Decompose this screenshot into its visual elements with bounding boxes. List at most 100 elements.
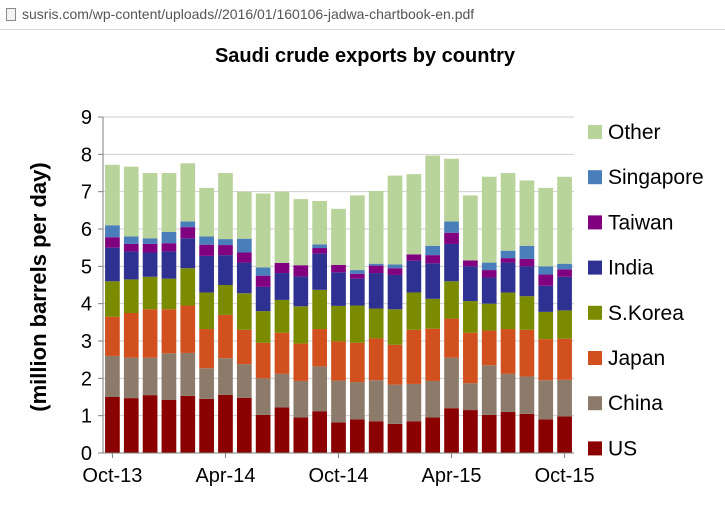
bar-segment-china (387, 384, 403, 424)
bar-segment-japan (368, 338, 384, 381)
bar-segment-us (444, 408, 459, 453)
bar-segment-us (312, 411, 328, 453)
bar-segment-other (142, 173, 158, 239)
bar-segment-s-korea (349, 305, 365, 343)
bar-stack-Nov-14 (349, 195, 365, 453)
bar-segment-taiwan (557, 269, 572, 277)
bar-segment-china (218, 358, 233, 395)
bar-segment-india (444, 243, 459, 282)
bar-segment-other (349, 195, 365, 271)
bar-segment-india (312, 253, 328, 290)
bar-segment-other (236, 191, 252, 239)
bar-segment-taiwan (312, 248, 328, 254)
chart-area: Saudi crude exports by country (million … (0, 31, 725, 504)
bar-stack-May-14 (236, 191, 252, 453)
bar-segment-taiwan (161, 243, 177, 252)
bar-stack-Oct-15 (557, 176, 572, 453)
x-tick-label: Apr-14 (195, 465, 255, 487)
bar-segment-india (425, 263, 441, 299)
bar-segment-other (331, 208, 346, 265)
bar-segment-other (255, 193, 271, 268)
bar-segment-other (481, 176, 497, 263)
bar-segment-india (142, 252, 158, 277)
bar-segment-china (463, 383, 478, 411)
bar-segment-s-korea (312, 289, 328, 330)
bar-segment-japan (199, 329, 214, 369)
bar-segment-other (105, 164, 120, 226)
bar-segment-us (481, 414, 497, 453)
bar-segment-singapore (218, 239, 233, 246)
legend-label: S.Korea (608, 302, 684, 325)
bar-segment-singapore (481, 262, 497, 271)
bar-segment-japan (481, 330, 497, 366)
address-bar[interactable]: susris.com/wp-content/uploads//2016/01/1… (0, 0, 725, 30)
bar-segment-china (538, 380, 554, 420)
bar-segment-taiwan (105, 237, 120, 248)
x-tick-label: Oct-13 (82, 465, 142, 487)
bar-segment-china (180, 352, 196, 396)
y-tick-label: 6 (81, 219, 92, 241)
legend-item-china: China (588, 392, 663, 415)
bar-stack-Feb-15 (406, 174, 422, 453)
bar-stack-Feb-14 (180, 163, 196, 453)
bar-segment-japan (218, 314, 233, 359)
legend-swatch (588, 396, 602, 411)
x-tick-label: Apr-15 (422, 465, 482, 487)
bar-segment-taiwan (293, 265, 309, 277)
bar-segment-japan (349, 342, 365, 383)
bar-segment-japan (444, 318, 459, 358)
bar-segment-china (293, 380, 309, 418)
x-tick-labels: Oct-13 Apr-14 Oct-14 Apr-15 Oct-15 (82, 465, 594, 487)
bar-segment-taiwan (387, 268, 403, 275)
bar-segment-s-korea (519, 296, 535, 330)
bar-segment-singapore (500, 250, 516, 259)
bar-segment-singapore (105, 225, 120, 238)
bar-segment-us (199, 398, 214, 453)
stacked-bar-chart: Saudi crude exports by country (million … (26, 45, 704, 487)
bar-segment-us (463, 410, 478, 453)
bar-stack-Nov-13 (123, 166, 139, 453)
bar-segment-india (199, 255, 214, 293)
bar-segment-us (368, 421, 384, 453)
bar-segment-japan (312, 329, 328, 367)
bar-segment-japan (557, 338, 572, 380)
bar-stack-Sep-14 (312, 201, 328, 453)
legend-item-other: Other (588, 121, 661, 144)
legend-swatch (588, 441, 602, 456)
y-tick-label: 9 (81, 107, 92, 129)
bar-segment-us (161, 399, 177, 453)
bar-segment-china (161, 353, 177, 400)
bar-segment-india (349, 278, 365, 306)
bar-stack-Jan-15 (387, 175, 403, 453)
bar-segment-japan (425, 328, 441, 381)
bar-segment-singapore (123, 236, 139, 244)
bar-segment-japan (500, 329, 516, 374)
bars (105, 155, 572, 453)
bar-stack-Oct-13 (105, 164, 120, 453)
bar-segment-other (425, 155, 441, 246)
bar-segment-us (557, 416, 572, 453)
bar-segment-us (123, 398, 139, 453)
bar-segment-taiwan (142, 243, 158, 253)
url-text[interactable]: susris.com/wp-content/uploads//2016/01/1… (22, 6, 475, 22)
bar-segment-japan (331, 341, 346, 381)
chart-title: Saudi crude exports by country (215, 45, 516, 67)
bar-stack-Jan-14 (161, 173, 177, 453)
bar-segment-india (500, 262, 516, 293)
y-tick-label: 5 (81, 256, 92, 278)
bar-segment-s-korea (481, 303, 497, 331)
bar-stack-Oct-14 (331, 208, 346, 453)
bar-segment-s-korea (180, 268, 196, 306)
bar-segment-japan (123, 313, 139, 358)
legend-item-us: US (588, 437, 637, 460)
legend-swatch (588, 170, 602, 185)
bar-segment-india (255, 286, 271, 312)
bar-segment-china (255, 378, 271, 415)
legend-swatch (588, 125, 602, 139)
bar-segment-us (425, 417, 441, 453)
bar-segment-other (312, 201, 328, 245)
bar-segment-india (387, 274, 403, 310)
bar-segment-s-korea (368, 308, 384, 339)
bar-stack-Apr-15 (444, 158, 459, 453)
y-tick-label: 2 (81, 368, 92, 390)
